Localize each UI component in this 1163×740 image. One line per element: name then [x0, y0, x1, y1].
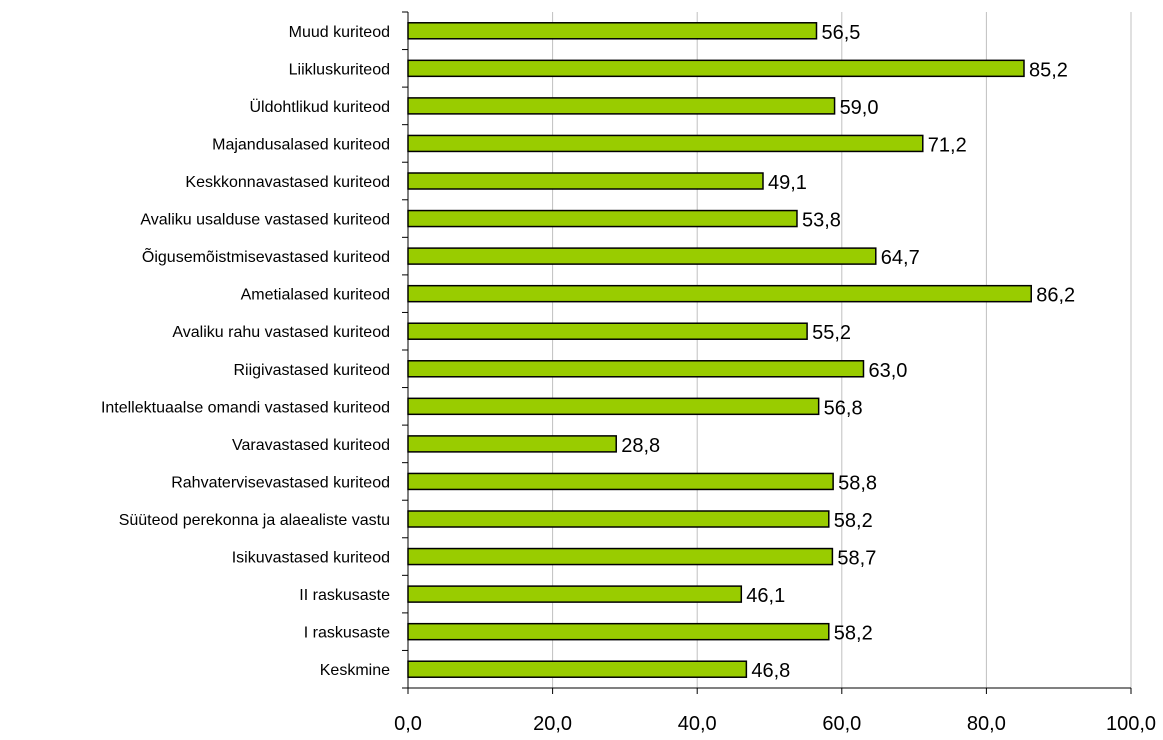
- category-label-5: Avaliku usalduse vastased kuriteod: [140, 212, 390, 229]
- bar-8: [407, 322, 808, 340]
- bar-17: [407, 660, 748, 678]
- value-label-9: 63,0: [868, 360, 907, 382]
- bar-1: [407, 59, 1025, 78]
- bar-16: [407, 622, 830, 641]
- category-label-8: Avaliku rahu vastased kuriteod: [172, 324, 390, 341]
- bar-6: [407, 247, 877, 265]
- value-label-4: 49,1: [768, 172, 807, 194]
- bar-14: [407, 547, 834, 566]
- value-label-2: 59,0: [840, 97, 879, 119]
- bar-4: [407, 172, 764, 190]
- bar-3: [407, 134, 924, 153]
- value-label-1: 85,2: [1029, 59, 1068, 81]
- value-label-0: 56,5: [821, 22, 860, 44]
- bar-2: [407, 97, 836, 115]
- x-tick-label-3: 60,0: [822, 713, 861, 735]
- category-label-6: Õigusemõistmisevastased kuriteod: [142, 246, 390, 266]
- category-label-13: Süüteod perekonna ja alaealiste vastu: [119, 512, 390, 529]
- x-tick-label-5: 100,0: [1106, 713, 1156, 735]
- bar-9: [407, 360, 865, 378]
- value-label-7: 86,2: [1036, 285, 1075, 307]
- value-label-15: 46,1: [746, 585, 785, 607]
- category-label-9: Riigivastased kuriteod: [233, 362, 390, 379]
- bar-0: [407, 22, 818, 40]
- bar-13: [407, 510, 830, 528]
- bar-10: [407, 397, 820, 416]
- x-tick-label-4: 80,0: [967, 713, 1006, 735]
- bar-11: [407, 435, 617, 453]
- bar-12: [407, 472, 834, 491]
- category-label-0: Muud kuriteod: [289, 24, 390, 41]
- category-label-12: Rahvatervisevastased kuriteod: [171, 474, 390, 491]
- value-label-17: 46,8: [751, 660, 790, 682]
- value-label-16: 58,2: [834, 623, 873, 645]
- value-label-3: 71,2: [928, 134, 967, 156]
- value-label-14: 58,7: [837, 548, 876, 570]
- value-label-12: 58,8: [838, 472, 877, 494]
- category-label-1: Liikluskuriteod: [289, 61, 390, 78]
- bar-5: [407, 209, 798, 228]
- category-label-14: Isikuvastased kuriteod: [232, 550, 390, 567]
- category-label-16: I raskusaste: [304, 625, 390, 642]
- category-label-7: Ametialased kuriteod: [241, 287, 390, 304]
- category-label-3: Majandusalased kuriteod: [212, 136, 390, 153]
- value-label-6: 64,7: [881, 247, 920, 269]
- category-label-17: Keskmine: [320, 662, 390, 679]
- x-tick-label-0: 0,0: [394, 713, 422, 735]
- bar-7: [407, 284, 1032, 303]
- value-label-11: 28,8: [621, 435, 660, 457]
- value-label-10: 56,8: [824, 397, 863, 419]
- category-label-10: Intellektuaalse omandi vastased kuriteod: [101, 399, 390, 416]
- category-label-11: Varavastased kuriteod: [232, 437, 390, 454]
- x-tick-label-1: 20,0: [533, 713, 572, 735]
- value-label-8: 55,2: [812, 322, 851, 344]
- value-label-13: 58,2: [834, 510, 873, 532]
- category-label-4: Keskkonnavastased kuriteod: [185, 174, 390, 191]
- x-tick-label-2: 40,0: [678, 713, 717, 735]
- value-label-5: 53,8: [802, 210, 841, 232]
- category-label-15: II raskusaste: [299, 587, 390, 604]
- category-label-2: Üldohtlikud kuriteod: [249, 98, 390, 116]
- bar-15: [407, 585, 743, 603]
